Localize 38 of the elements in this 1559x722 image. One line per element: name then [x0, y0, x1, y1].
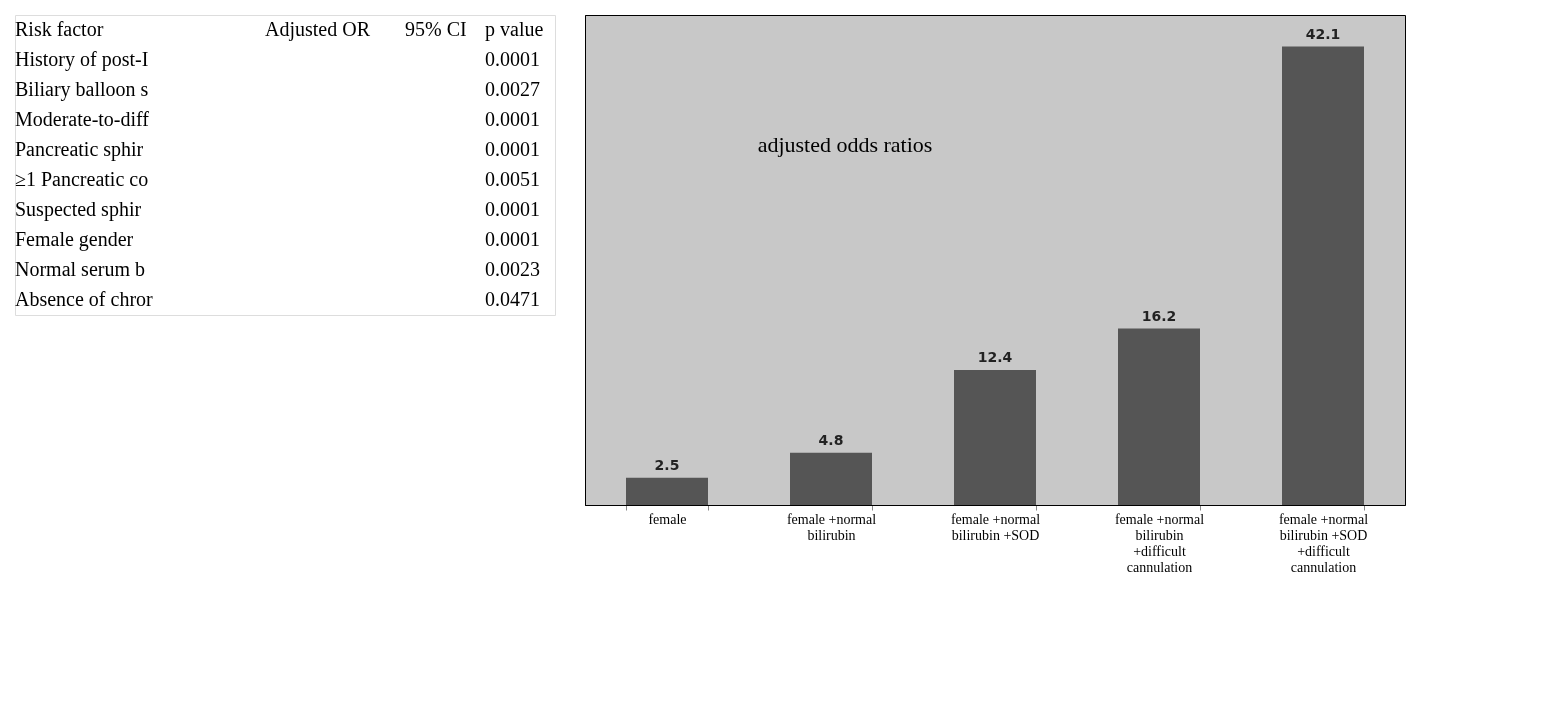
text: 0.0001 — [485, 228, 540, 250]
category-label: Adjusted OR — [265, 18, 371, 41]
category-label: Absence of chror — [15, 288, 153, 310]
category-label: Normal serum b — [15, 258, 145, 280]
category-label: Risk factor — [15, 18, 104, 40]
x-tick-label: female +normal bilirubin — [786, 511, 877, 543]
annotation: adjusted odds ratios — [757, 132, 933, 157]
category-label: History of post-I — [15, 48, 149, 70]
category-label: ≥1 Pancreatic co — [15, 168, 149, 190]
data-label: 4.8 — [818, 431, 844, 448]
bar — [626, 477, 708, 505]
bar — [1282, 46, 1364, 505]
text: 0.0001 — [485, 108, 540, 130]
category-label: 95% CI — [405, 18, 467, 40]
x-tick-label: female +normal bilirubin +difficult cannulation — [1114, 511, 1205, 575]
data-label: 12.4 — [977, 348, 1013, 365]
text: 0.0001 — [485, 48, 540, 70]
bar — [954, 369, 1036, 505]
text: 0.0051 — [485, 168, 540, 190]
data-label: 16.2 — [1141, 307, 1177, 324]
data-label: 42.1 — [1305, 25, 1341, 42]
x-tick-label: female — [648, 511, 687, 527]
x-tick-label: female +normal bilirubin +SOD +difficult cannulation — [1278, 511, 1369, 575]
text: 0.0023 — [485, 258, 540, 280]
category-label: Suspected sphir — [15, 198, 142, 220]
data-label: 2.5 — [654, 456, 680, 473]
text: 0.0001 — [485, 198, 540, 220]
x-tick-label: female +normal bilirubin +SOD — [950, 511, 1041, 543]
category-label: Pancreatic sphir — [15, 138, 144, 160]
category-label: Biliary balloon s — [15, 78, 149, 100]
category-label: Moderate-to-diff — [15, 108, 150, 130]
bar — [790, 452, 872, 505]
bar — [1118, 328, 1200, 505]
text: 0.0001 — [485, 138, 540, 160]
category-label: Female gender — [15, 228, 134, 250]
text: 0.0471 — [485, 288, 540, 310]
text: 0.0027 — [485, 78, 540, 100]
category-label: p value — [485, 18, 544, 41]
